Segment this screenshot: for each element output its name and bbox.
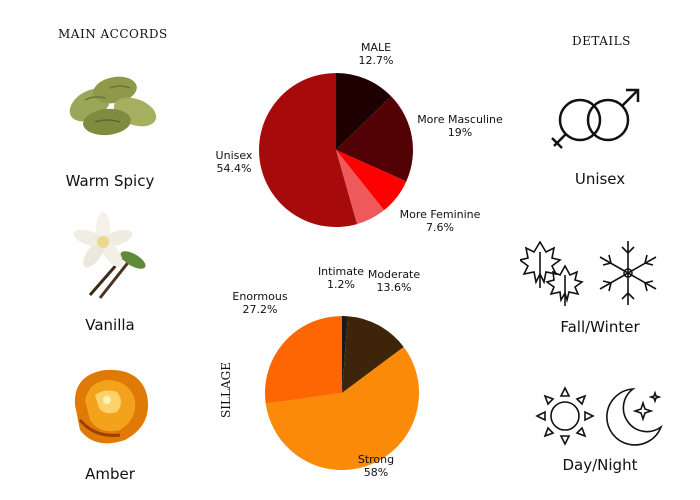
leaf-snowflake-icon <box>518 238 665 308</box>
pie-slice-male <box>336 73 392 150</box>
slice-label: MALE <box>361 41 391 54</box>
slice-label: Enormous <box>232 290 287 303</box>
detail-label-day-night: Day/Night <box>562 456 638 474</box>
slice-percent: 7.6% <box>426 221 454 234</box>
details-heading: DETAILS <box>572 34 631 48</box>
pie-slice-enormous <box>265 316 342 404</box>
slice-percent: 27.2% <box>243 303 278 316</box>
pie-slice-moderate <box>342 316 404 393</box>
pie-slice-more-feminine <box>336 150 407 211</box>
slice-label: Strong <box>358 453 394 466</box>
accord-label-vanilla: Vanilla <box>85 316 135 334</box>
slice-label: More Masculine <box>417 113 503 126</box>
detail-label-fall-winter: Fall/Winter <box>560 318 640 336</box>
main-accords-heading: MAIN ACCORDS <box>58 27 168 41</box>
slice-label: Intimate <box>318 265 364 278</box>
amber-stone-icon <box>55 350 165 460</box>
pie-slice-strong <box>265 346 419 470</box>
pie-slice-unisex <box>258 73 358 228</box>
slice-percent: 58% <box>364 466 388 479</box>
slice-percent: 13.6% <box>377 281 412 294</box>
slice-label: Moderate <box>368 268 421 281</box>
pie-slice-intimate <box>342 316 348 393</box>
sun-moon-icon <box>535 383 665 448</box>
cardamom-icon <box>55 50 165 160</box>
detail-label-unisex: Unisex <box>574 170 626 188</box>
slice-label: More Feminine <box>400 208 481 221</box>
accord-label-warm-spicy: Warm Spicy <box>65 172 155 190</box>
sillage-axis-title: SILLAGE <box>219 362 233 418</box>
slice-percent: 12.7% <box>359 54 394 67</box>
pie-slice-more-masculine <box>336 96 413 182</box>
slice-percent: 1.2% <box>327 278 355 291</box>
slice-percent: 19% <box>448 126 472 139</box>
pie-slice-female <box>336 150 384 225</box>
slice-percent: 54.4% <box>217 162 252 175</box>
slice-label: Unisex <box>216 149 253 162</box>
gender-symbols-icon <box>550 88 650 158</box>
vanilla-flower-icon <box>55 200 165 310</box>
accord-label-amber: Amber <box>85 465 135 483</box>
